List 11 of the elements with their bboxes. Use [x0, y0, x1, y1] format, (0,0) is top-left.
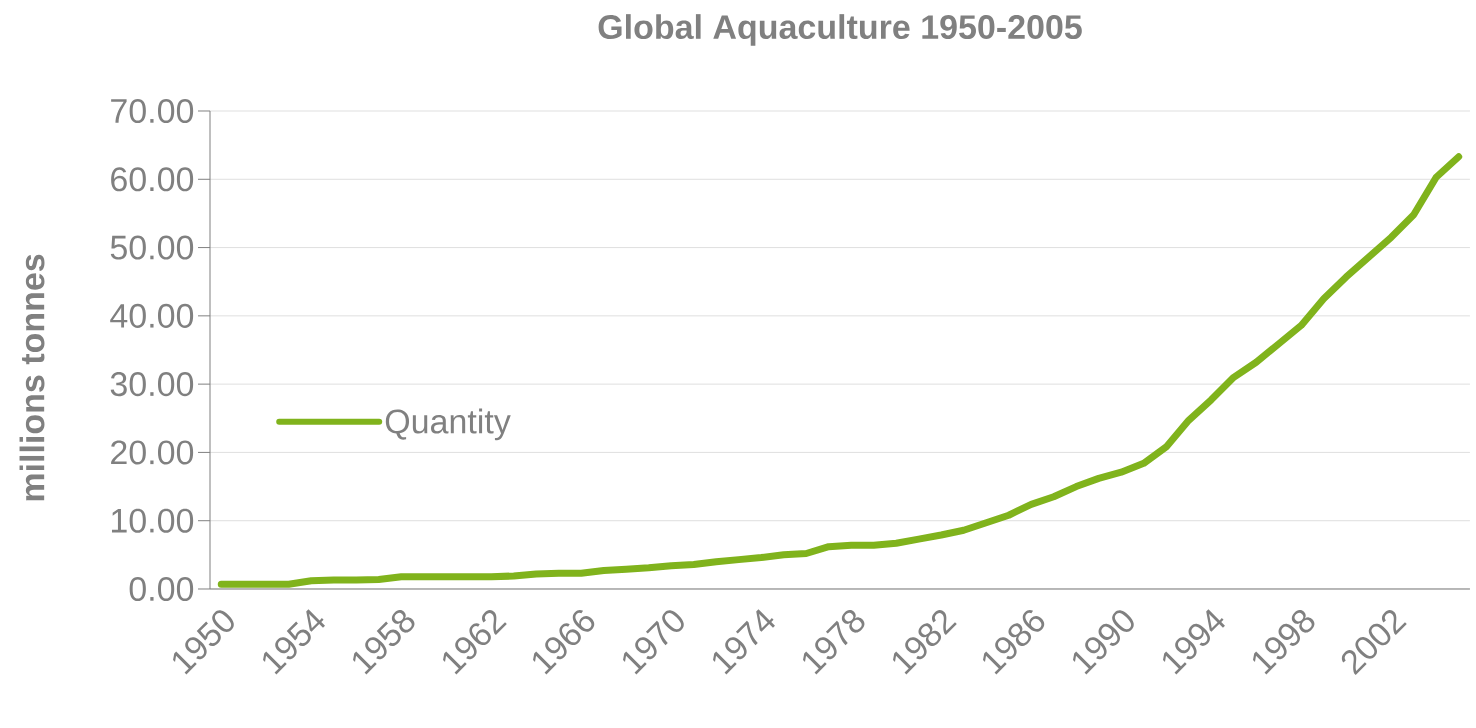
y-tick-label: 20.00: [111, 440, 194, 465]
y-tick-label: 60.00: [111, 167, 194, 192]
y-axis-title: millions tonnes: [19, 254, 45, 501]
legend-label: Quantity: [385, 408, 511, 441]
y-tick-label: 30.00: [110, 372, 194, 397]
chart-title: Global Aquaculture 1950-2005: [598, 14, 1082, 46]
y-tick-label: 50.00: [110, 235, 194, 260]
y-tick-label: 10.00: [111, 508, 194, 533]
y-tick-label: 40.00: [110, 303, 194, 328]
y-tick-label: 70.00: [111, 98, 194, 124]
y-tick-label: 0.00: [129, 576, 194, 602]
